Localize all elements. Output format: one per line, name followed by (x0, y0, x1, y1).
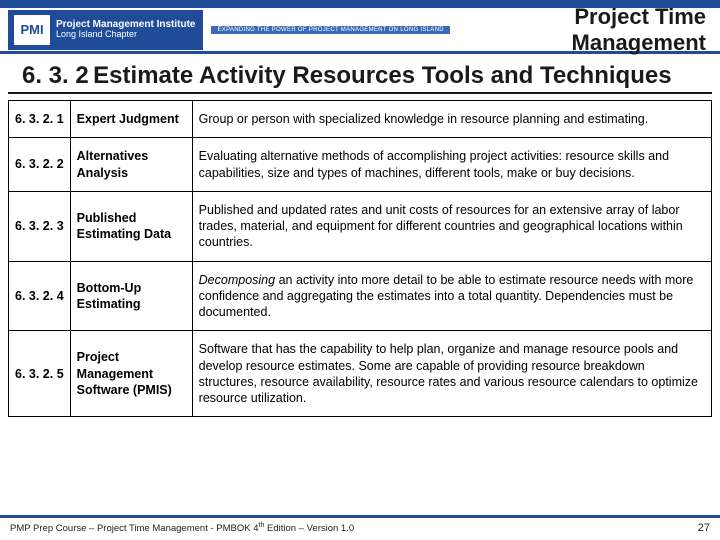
row-number: 6. 3. 2. 3 (9, 191, 71, 261)
table-row: 6. 3. 2. 2 Alternatives Analysis Evaluat… (9, 138, 712, 192)
row-desc-italic: Decomposing (199, 273, 275, 287)
page-number: 27 (698, 522, 710, 534)
logo-text: Project Management Institute Long Island… (56, 20, 195, 40)
footer: PMP Prep Course – Project Time Managemen… (0, 515, 720, 534)
footer-left-a: PMP Prep Course – Project Time Managemen… (10, 523, 259, 534)
row-name: Bottom-Up Estimating (70, 261, 192, 331)
row-name: Alternatives Analysis (70, 138, 192, 192)
table-row: 6. 3. 2. 4 Bottom-Up Estimating Decompos… (9, 261, 712, 331)
section-title: Estimate Activity Resources Tools and Te… (93, 62, 671, 89)
table-row: 6. 3. 2. 1 Expert Judgment Group or pers… (9, 101, 712, 138)
section-number: 6. 3. 2 (22, 62, 89, 89)
row-description: Group or person with specialized knowled… (192, 101, 711, 138)
page-title: Project Time Management (450, 4, 720, 56)
row-name: Published Estimating Data (70, 191, 192, 261)
section-heading: 6. 3. 2 Estimate Activity Resources Tool… (8, 54, 712, 94)
logo-tagline: EXPANDING THE POWER OF PROJECT MANAGEMEN… (211, 26, 449, 34)
row-name: Expert Judgment (70, 101, 192, 138)
row-description: Software that has the capability to help… (192, 331, 711, 417)
techniques-table: 6. 3. 2. 1 Expert Judgment Group or pers… (8, 100, 712, 417)
header: PMI Project Management Institute Long Is… (0, 8, 720, 54)
footer-left-b: Edition – Version 1.0 (264, 523, 354, 534)
row-description: Decomposing an activity into more detail… (192, 261, 711, 331)
logo-chapter-name: Long Island Chapter (56, 30, 195, 39)
row-number: 6. 3. 2. 1 (9, 101, 71, 138)
row-description: Published and updated rates and unit cos… (192, 191, 711, 261)
row-description: Evaluating alternative methods of accomp… (192, 138, 711, 192)
pmi-logo-badge: PMI (14, 15, 50, 45)
row-name: Project Management Software (PMIS) (70, 331, 192, 417)
table-row: 6. 3. 2. 5 Project Management Software (… (9, 331, 712, 417)
logo-block: PMI Project Management Institute Long Is… (8, 10, 203, 50)
row-number: 6. 3. 2. 5 (9, 331, 71, 417)
row-number: 6. 3. 2. 4 (9, 261, 71, 331)
row-number: 6. 3. 2. 2 (9, 138, 71, 192)
table-row: 6. 3. 2. 3 Published Estimating Data Pub… (9, 191, 712, 261)
footer-text: PMP Prep Course – Project Time Managemen… (10, 522, 354, 534)
